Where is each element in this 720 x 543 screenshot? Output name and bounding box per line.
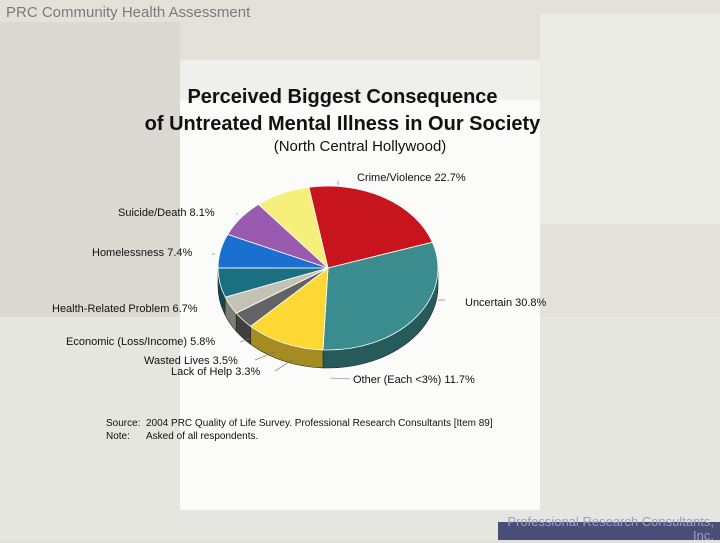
data-label: Suicide/Death 8.1% bbox=[118, 207, 215, 219]
leader-line bbox=[254, 351, 276, 361]
source-line: Source: 2004 PRC Quality of Life Survey. … bbox=[106, 418, 493, 429]
leader-line bbox=[274, 359, 293, 372]
background-panel bbox=[540, 14, 720, 224]
data-label: Uncertain 30.8% bbox=[465, 297, 547, 309]
header-label: PRC Community Health Assessment bbox=[6, 4, 251, 21]
data-label: Other (Each <3%) 11.7% bbox=[353, 374, 475, 386]
note-line: Note: Asked of all respondents. bbox=[106, 431, 258, 442]
leader-line bbox=[329, 377, 351, 380]
data-label: Wasted Lives 3.5% bbox=[144, 355, 238, 367]
pie-slice bbox=[257, 186, 329, 270]
source-text: 2004 PRC Quality of Life Survey. Profess… bbox=[146, 418, 493, 429]
pie-slice bbox=[249, 267, 329, 351]
data-label: Homelessness 7.4% bbox=[92, 247, 192, 259]
chart-title-line2: of Untreated Mental Illness in Our Socie… bbox=[144, 113, 541, 135]
data-label: Economic (Loss/Income) 5.8% bbox=[66, 336, 215, 348]
chart-title-line1: Perceived Biggest Consequence bbox=[187, 86, 498, 108]
chart-subtitle: (North Central Hollywood) bbox=[273, 138, 447, 155]
footer-bar bbox=[498, 522, 720, 540]
pie-slice bbox=[308, 185, 434, 269]
pie-slice bbox=[322, 241, 439, 351]
note-text: Asked of all respondents. bbox=[146, 431, 259, 442]
note-key: Note: bbox=[106, 431, 130, 442]
footer-label: Professional Research Consultants, Inc. bbox=[507, 514, 714, 543]
data-label: Crime/Violence 22.7% bbox=[357, 172, 466, 184]
background-panel bbox=[0, 22, 180, 317]
data-label: Health-Related Problem 6.7% bbox=[52, 303, 198, 315]
source-key: Source: bbox=[106, 418, 141, 429]
leader-line bbox=[239, 337, 253, 343]
leader-line bbox=[221, 307, 226, 310]
data-label: Lack of Help 3.3% bbox=[171, 366, 260, 378]
